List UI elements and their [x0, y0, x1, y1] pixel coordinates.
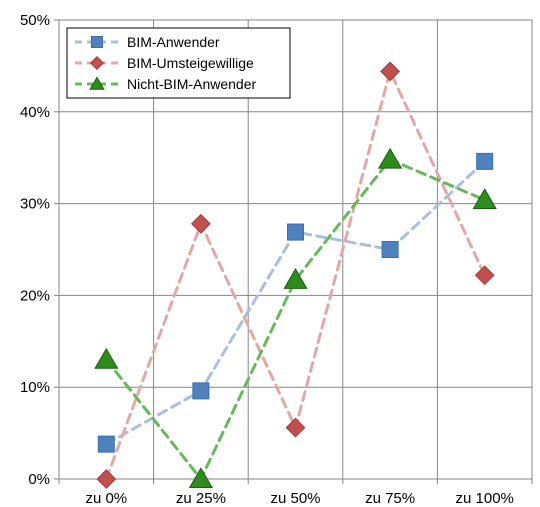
data-point	[380, 61, 401, 82]
y-tick-label: 10%	[20, 379, 50, 396]
data-point	[474, 265, 495, 286]
series-line-3	[104, 157, 487, 482]
x-tick-label: zu 100%	[456, 490, 514, 507]
data-point	[381, 241, 399, 258]
data-point	[96, 469, 117, 489]
grid	[58, 19, 533, 484]
data-point	[287, 223, 304, 241]
x-tick-label: zu 0%	[85, 490, 127, 507]
data-point	[476, 152, 494, 170]
legend: BIM-Anwender BIM-Umsteigewillige Nicht-BIM…	[66, 27, 291, 99]
data-point	[283, 267, 308, 289]
data-point	[472, 188, 497, 209]
y-tick-label: 0%	[28, 471, 50, 488]
x-tick-label: zu 50%	[270, 490, 320, 507]
y-tick-label: 40%	[20, 104, 50, 121]
y-tick-label: 30%	[20, 196, 50, 213]
x-tick-label: zu 75%	[365, 490, 415, 507]
x-tick-label: zu 25%	[176, 490, 226, 507]
axis-ticks: 0% 10% 20% 30% 40% 50% zu 0% zu 25% zu 50% zu 75%…	[20, 12, 514, 507]
y-tick-label: 50%	[20, 12, 50, 29]
y-tick-label: 20%	[20, 287, 50, 304]
data-point	[97, 435, 115, 453]
data-point	[188, 467, 214, 489]
data-point	[94, 347, 119, 369]
legend-label: BIM-Anwender	[127, 34, 220, 50]
series-markers	[94, 61, 497, 489]
legend-label: Nicht-BIM-Anwender	[127, 76, 256, 92]
legend-marker	[91, 36, 103, 48]
legend-label: BIM-Umsteigewillige	[127, 55, 254, 71]
data-point	[192, 382, 210, 400]
data-point	[285, 417, 306, 438]
data-point	[190, 213, 211, 234]
data-point	[377, 147, 403, 169]
legend-marker	[89, 55, 105, 71]
legend-marker	[89, 76, 105, 90]
